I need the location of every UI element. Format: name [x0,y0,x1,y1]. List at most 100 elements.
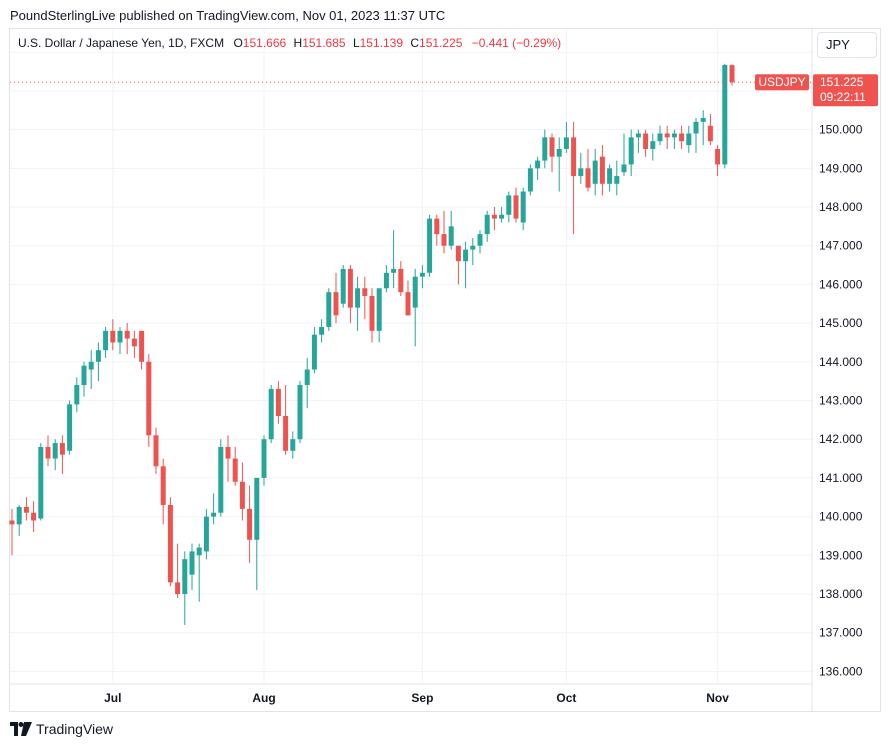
candle[interactable] [614,160,620,196]
candle[interactable] [139,330,145,370]
candle[interactable] [635,129,641,153]
candle[interactable] [95,342,101,382]
candle[interactable] [275,381,281,424]
candle[interactable] [520,187,526,231]
candle[interactable] [578,152,584,184]
candle[interactable] [124,323,130,355]
candle[interactable] [412,268,418,347]
candle[interactable] [261,435,267,486]
candle[interactable] [218,439,224,517]
candle[interactable] [67,400,73,455]
candle[interactable] [664,125,670,149]
candle[interactable] [599,145,605,196]
candle[interactable] [175,543,181,598]
candle[interactable] [81,361,87,397]
candle[interactable] [628,129,634,177]
candle[interactable] [333,272,339,324]
candle[interactable] [146,354,152,447]
candle[interactable] [304,357,310,409]
candle[interactable] [283,385,289,455]
candle[interactable] [16,504,22,536]
candle[interactable] [621,133,627,177]
candle[interactable] [347,265,353,324]
candle[interactable] [535,156,541,180]
candle[interactable] [247,485,253,564]
candle[interactable] [650,133,656,161]
candle[interactable] [722,63,728,169]
candle[interactable] [326,288,332,331]
candle[interactable] [383,265,389,293]
candle[interactable] [117,326,123,355]
candle[interactable] [470,237,476,266]
candle[interactable] [477,230,483,254]
candle[interactable] [693,118,699,153]
candle[interactable] [297,381,303,444]
candle[interactable] [499,207,505,223]
candle[interactable] [441,210,447,254]
candle[interactable] [513,187,519,223]
candle[interactable] [405,280,411,316]
candle[interactable] [340,265,346,308]
candle[interactable] [311,326,317,374]
candle[interactable] [211,493,217,525]
candle[interactable] [203,508,209,560]
candle[interactable] [232,446,238,486]
candle[interactable] [290,431,296,459]
candle[interactable] [491,207,497,231]
candle[interactable] [9,508,15,556]
candle[interactable] [571,121,577,235]
candle[interactable] [542,129,548,169]
candle[interactable] [196,543,202,602]
candle[interactable] [131,330,137,358]
candle[interactable] [239,462,245,521]
candle[interactable] [110,319,116,351]
candle[interactable] [52,439,58,471]
tradingview-brand[interactable]: TradingView [36,721,114,737]
candle[interactable] [448,210,454,250]
candle[interactable] [319,319,325,343]
candle[interactable] [679,125,685,149]
candle[interactable] [45,435,51,467]
candle[interactable] [455,245,461,285]
candle[interactable] [657,125,663,146]
candle[interactable] [362,276,368,320]
candle[interactable] [643,129,649,157]
candle[interactable] [225,435,231,482]
tradingview-logo-icon[interactable] [10,722,32,736]
candle[interactable] [549,133,555,173]
candle[interactable] [31,501,37,533]
candle[interactable] [376,288,382,343]
candle[interactable] [38,443,44,521]
candle[interactable] [729,64,735,86]
candle[interactable] [434,214,440,246]
candle[interactable] [527,164,533,196]
candle[interactable] [484,210,490,242]
candle[interactable] [23,497,29,521]
candle[interactable] [671,129,677,149]
candle[interactable] [463,241,469,289]
candle[interactable] [556,137,562,192]
candle[interactable] [419,265,425,289]
candle[interactable] [585,148,591,192]
candle[interactable] [686,125,692,153]
candle[interactable] [715,145,721,177]
candle[interactable] [189,543,195,591]
candle[interactable] [59,435,65,475]
candle[interactable] [427,214,433,277]
candle[interactable] [707,114,713,146]
candle[interactable] [391,230,397,289]
candle[interactable] [700,110,706,146]
candle[interactable] [607,164,613,192]
candle[interactable] [74,377,80,413]
candle[interactable] [88,350,94,389]
candle[interactable] [369,288,375,343]
candle[interactable] [398,261,404,297]
candle[interactable] [182,551,188,625]
currency-button[interactable]: JPY [817,32,877,58]
candle[interactable] [592,148,598,196]
candle[interactable] [563,121,569,153]
candle[interactable] [355,276,361,331]
candle[interactable] [103,326,109,358]
candle[interactable] [167,497,173,587]
